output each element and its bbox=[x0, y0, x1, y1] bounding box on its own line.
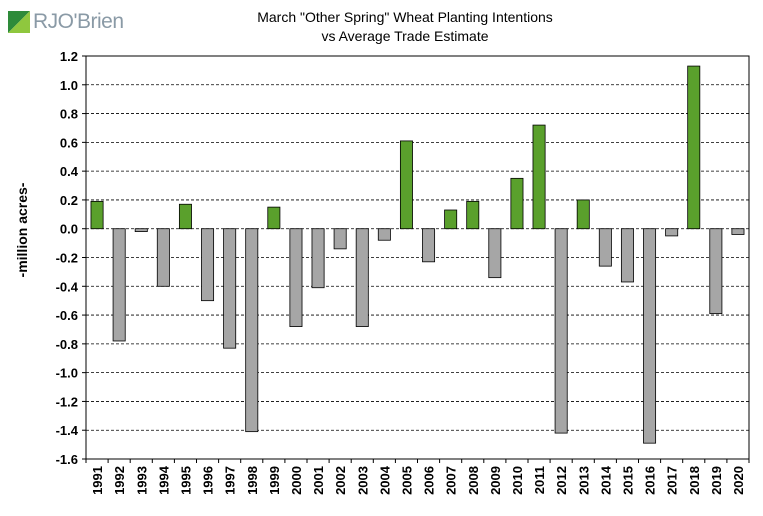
bar-2011 bbox=[532, 124, 546, 230]
logo-mark-icon bbox=[8, 11, 30, 33]
y-tick-label: 0.2 bbox=[60, 193, 78, 208]
bar-2009 bbox=[488, 228, 502, 279]
chart-title-block: March "Other Spring" Wheat Planting Inte… bbox=[180, 8, 630, 46]
x-tick-label: 2019 bbox=[709, 466, 724, 495]
x-tick-label: 1991 bbox=[90, 466, 105, 495]
bar-2014 bbox=[598, 228, 612, 267]
logo-text: RJO'Brien bbox=[33, 10, 124, 33]
x-tick-label: 2000 bbox=[289, 466, 304, 495]
x-tick-label: 2001 bbox=[311, 466, 326, 495]
x-tick-label: 2018 bbox=[687, 466, 702, 495]
y-tick-label: -1.4 bbox=[56, 423, 79, 438]
y-tick-label: 1.0 bbox=[60, 78, 78, 93]
x-tick-label: 2015 bbox=[620, 466, 635, 495]
y-tick-label: 0.0 bbox=[60, 222, 78, 237]
y-tick-label: -0.4 bbox=[56, 279, 79, 294]
y-tick-label: -1.6 bbox=[56, 452, 78, 467]
bar-1992 bbox=[112, 228, 126, 342]
x-tick-label: 2002 bbox=[333, 466, 348, 495]
x-tick-label: 1996 bbox=[201, 466, 216, 495]
bar-2016 bbox=[643, 228, 657, 444]
x-tick-label: 2003 bbox=[355, 466, 370, 495]
y-tick-label: 1.2 bbox=[60, 49, 78, 64]
bar-2015 bbox=[620, 228, 634, 283]
x-tick-label: 2008 bbox=[466, 466, 481, 495]
x-tick-label: 1998 bbox=[245, 466, 260, 495]
bar-2002 bbox=[333, 228, 347, 250]
bar-1995 bbox=[178, 203, 192, 230]
x-tick-label: 1997 bbox=[223, 466, 238, 495]
y-axis-label: -million acres- bbox=[14, 182, 30, 277]
x-tick-label: 2005 bbox=[399, 466, 414, 495]
bar-1998 bbox=[245, 228, 259, 433]
rjobrien-logo: RJO'Brien bbox=[8, 8, 124, 36]
bar-2012 bbox=[554, 228, 568, 434]
bar-2006 bbox=[422, 228, 436, 263]
bar-2001 bbox=[311, 228, 325, 289]
x-tick-label: 1993 bbox=[134, 466, 149, 495]
y-tick-labels: 1.2 1.0 0.8 0.6 0.4 0.2 0.0 -0.2 -0.4 -0.6 -0.8 -1.… bbox=[56, 49, 86, 467]
x-tick-label: 2007 bbox=[444, 466, 459, 495]
bar-1994 bbox=[156, 228, 170, 287]
bar-1997 bbox=[223, 228, 237, 349]
y-tick-label: 0.8 bbox=[60, 107, 78, 122]
bar-2019 bbox=[709, 228, 723, 315]
y-tick-label: -1.2 bbox=[56, 394, 78, 409]
x-tick-labels: 1991 1992 1993 1994 1995 1996 1997 1998 1999 2000… bbox=[85, 459, 750, 495]
x-tick-label: 2020 bbox=[731, 466, 746, 495]
x-tick-label: 2009 bbox=[488, 466, 503, 495]
bar-2017 bbox=[665, 228, 679, 237]
bar-2010 bbox=[510, 177, 524, 230]
bar-2000 bbox=[289, 228, 303, 327]
y-tick-label: 0.6 bbox=[60, 135, 78, 150]
chart-subtitle: vs Average Trade Estimate bbox=[321, 28, 489, 44]
x-tick-label: 1999 bbox=[267, 466, 282, 495]
bar-2020 bbox=[731, 228, 745, 235]
x-tick-label: 2017 bbox=[665, 466, 680, 495]
x-tick-label: 1995 bbox=[178, 466, 193, 495]
bar-2008 bbox=[466, 200, 480, 230]
x-tick-label: 2010 bbox=[510, 466, 525, 495]
bar-1996 bbox=[201, 228, 215, 302]
y-tick-label: -0.6 bbox=[56, 308, 78, 323]
x-tick-label: 2013 bbox=[576, 466, 591, 495]
x-tick-label: 2004 bbox=[377, 465, 392, 495]
gridlines bbox=[86, 84, 749, 431]
y-tick-label: -1.0 bbox=[56, 366, 78, 381]
chart-title: March "Other Spring" Wheat Planting Inte… bbox=[257, 9, 553, 25]
bar-2003 bbox=[355, 228, 369, 327]
y-tick-label: -0.2 bbox=[56, 251, 78, 266]
bar-2004 bbox=[377, 228, 391, 241]
bar-2018 bbox=[687, 65, 701, 230]
x-tick-label: 2016 bbox=[643, 466, 658, 495]
x-tick-label: 2012 bbox=[554, 466, 569, 495]
x-tick-label: 1992 bbox=[112, 466, 127, 495]
y-tick-label: 0.4 bbox=[60, 164, 79, 179]
bar-2013 bbox=[576, 199, 590, 230]
bar-2007 bbox=[444, 209, 458, 230]
bars bbox=[90, 65, 745, 444]
bar-2005 bbox=[399, 140, 413, 230]
y-tick-label: -0.8 bbox=[56, 337, 78, 352]
x-tick-label: 2011 bbox=[532, 466, 547, 494]
bar-1993 bbox=[134, 228, 148, 232]
x-tick-label: 2014 bbox=[598, 465, 613, 495]
bar-1999 bbox=[267, 206, 281, 230]
x-tick-label: 1994 bbox=[156, 465, 171, 495]
x-tick-label: 2006 bbox=[422, 466, 437, 495]
bar-1991 bbox=[90, 200, 104, 230]
